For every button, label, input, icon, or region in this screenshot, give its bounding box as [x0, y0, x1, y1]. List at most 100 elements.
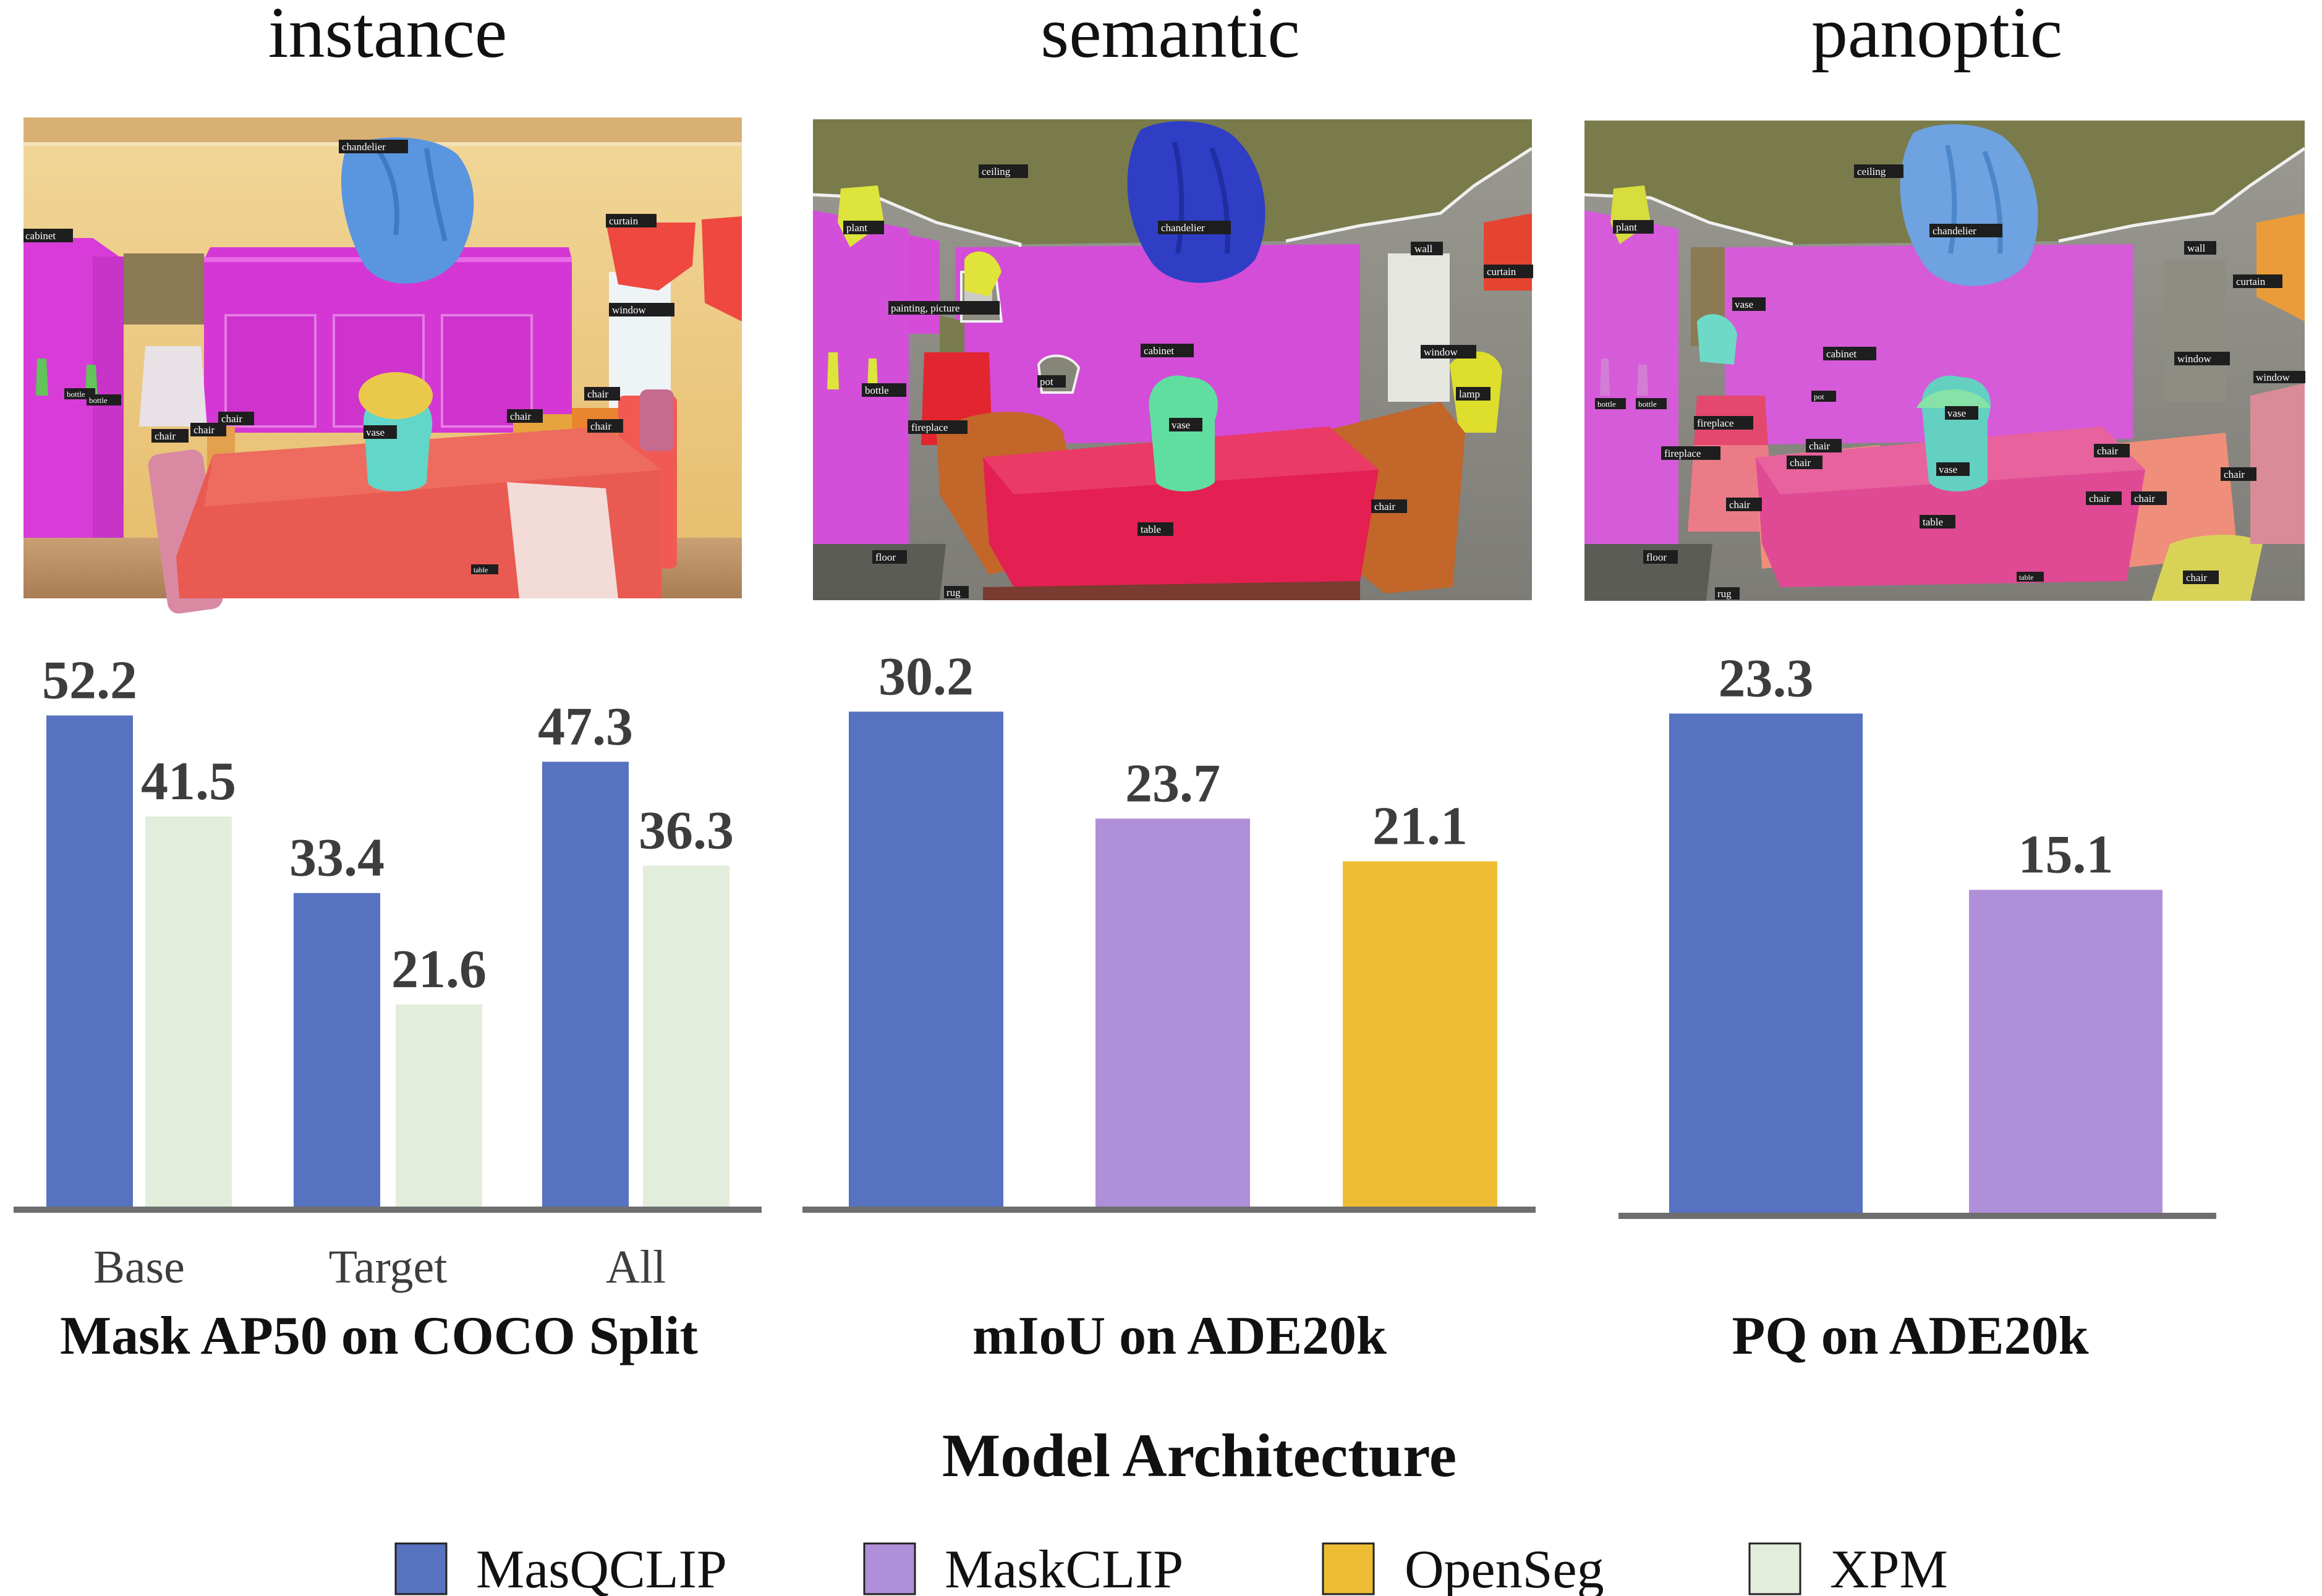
semantic-label: chandelier	[1161, 222, 1205, 234]
panoptic-label: chair	[2134, 493, 2155, 504]
value-label-masqclip: 52.2	[42, 651, 137, 711]
panel-heading-panoptic: panoptic	[1811, 0, 2062, 73]
chart-semantic-miou: 30.2 23.7 21.1	[802, 647, 1536, 1213]
chart-caption-semantic: mIoU on ADE20k	[972, 1306, 1387, 1366]
bar-maskclip	[1095, 818, 1250, 1208]
instance-label: chair	[590, 420, 611, 432]
value-label-xpm: 41.5	[141, 752, 236, 812]
legend-swatch-maskclip	[863, 1542, 916, 1595]
legend-swatch-openseg	[1322, 1542, 1375, 1595]
legend-title: Model Architecture	[942, 1421, 1457, 1490]
legend-swatch-masqclip	[394, 1542, 448, 1595]
semantic-label: bottle	[865, 384, 889, 396]
instance-label: curtain	[609, 215, 639, 227]
panoptic-label: fireplace	[1697, 417, 1733, 429]
x-tick-label-base: Base	[93, 1241, 185, 1293]
instance-segmentation-image: chandelier cabinet curtain window bottle…	[23, 117, 742, 614]
instance-label: vase	[366, 427, 385, 438]
bar-maskclip	[1969, 889, 2163, 1215]
instance-label: bottle	[67, 389, 85, 399]
panoptic-label: chair	[1729, 499, 1750, 511]
bar-xpm-base	[145, 816, 232, 1208]
instance-label: chair	[510, 410, 531, 422]
panoptic-label: table	[1923, 516, 1943, 528]
panoptic-label: floor	[1646, 551, 1667, 563]
chart-caption-instance: Mask AP50 on COCO Split	[60, 1306, 698, 1366]
value-label-maskclip: 15.1	[2018, 825, 2114, 885]
instance-label: chair	[221, 413, 242, 425]
legend: MasQCLIP MaskCLIP OpenSeg XPM	[394, 1540, 1948, 1596]
panel-heading-semantic: semantic	[1040, 0, 1299, 73]
semantic-label: wall	[1414, 243, 1433, 255]
panoptic-label: window	[2177, 353, 2212, 365]
panel-heading-instance: instance	[268, 0, 508, 73]
x-tick-label-all: All	[606, 1241, 666, 1293]
instance-label: chair	[155, 430, 176, 442]
semantic-label: floor	[875, 551, 896, 563]
semantic-label: plant	[846, 222, 867, 234]
panoptic-label: wall	[2187, 242, 2206, 254]
panoptic-label: fireplace	[1664, 448, 1701, 459]
semantic-label: curtain	[1487, 266, 1516, 278]
chart-panoptic-pq: 23.3 15.1	[1618, 648, 2216, 1219]
semantic-label: pot	[1040, 376, 1053, 388]
semantic-label: rug	[946, 587, 961, 598]
bar-masqclip-all	[542, 762, 629, 1208]
legend-label-masqclip: MasQCLIP	[476, 1540, 727, 1596]
panoptic-label: chair	[1790, 457, 1811, 469]
bar-masqclip	[1669, 713, 1863, 1215]
instance-label: table	[474, 566, 488, 574]
instance-label: cabinet	[25, 230, 56, 242]
panoptic-label: pot	[1814, 392, 1824, 401]
instance-label: window	[612, 304, 647, 316]
panoptic-label: table	[2019, 573, 2033, 582]
value-label-xpm: 21.6	[391, 940, 487, 1000]
bar-masqclip-base	[46, 715, 133, 1208]
panoptic-label: window	[2256, 371, 2290, 383]
panoptic-label: chair	[2089, 493, 2110, 504]
value-label-masqclip: 47.3	[538, 697, 633, 757]
semantic-label: fireplace	[911, 422, 948, 433]
panoptic-label: bottle	[1597, 399, 1616, 409]
panoptic-label: chandelier	[1933, 225, 1976, 237]
legend-swatch-xpm	[1748, 1542, 1801, 1595]
panoptic-label: ceiling	[1857, 166, 1886, 177]
panoptic-label: vase	[1939, 464, 1957, 475]
bar-masqclip-target	[294, 893, 380, 1208]
panoptic-label: chair	[1809, 440, 1830, 452]
legend-label-xpm: XPM	[1830, 1540, 1948, 1596]
panoptic-label: bottle	[1638, 399, 1657, 409]
panoptic-label: chair	[2224, 469, 2245, 480]
semantic-label: table	[1141, 524, 1161, 535]
semantic-label: ceiling	[982, 166, 1011, 177]
panoptic-label: vase	[1735, 299, 1753, 310]
instance-label: bottle	[89, 396, 108, 405]
value-label-maskclip: 23.7	[1125, 753, 1220, 813]
semantic-label: window	[1424, 346, 1458, 358]
semantic-label: vase	[1172, 419, 1190, 431]
chart-instance-mask-ap50: 52.241.5 Base 33.421.6 Target 47.336.3 All	[14, 651, 762, 1293]
value-label-masqclip: 30.2	[878, 647, 974, 707]
semantic-label: chair	[1374, 501, 1395, 512]
semantic-label: lamp	[1459, 388, 1480, 400]
panoptic-segmentation-image: ceiling chandelier plant wall curtain va…	[1584, 121, 2306, 601]
chart-caption-panoptic: PQ on ADE20k	[1732, 1306, 2088, 1366]
x-tick-label-target: Target	[329, 1241, 448, 1293]
instance-label: chair	[194, 424, 215, 436]
semantic-label: painting, picture	[891, 302, 959, 314]
instance-label: chair	[587, 388, 608, 400]
bar-masqclip	[849, 711, 1003, 1208]
panoptic-label: curtain	[2236, 276, 2266, 287]
panoptic-label: cabinet	[1826, 348, 1856, 360]
value-label-openseg: 21.1	[1372, 796, 1468, 856]
value-label-masqclip: 23.3	[1719, 648, 1814, 708]
panoptic-label: vase	[1947, 407, 1966, 419]
legend-label-maskclip: MaskCLIP	[945, 1540, 1183, 1596]
value-label-masqclip: 33.4	[289, 828, 385, 888]
value-label-xpm: 36.3	[639, 800, 734, 860]
instance-label: chandelier	[342, 141, 386, 153]
bar-xpm-target	[396, 1004, 482, 1208]
semantic-segmentation-image: ceiling chandelier plant wall curtain pa…	[812, 119, 1533, 600]
panoptic-label: plant	[1616, 221, 1637, 233]
